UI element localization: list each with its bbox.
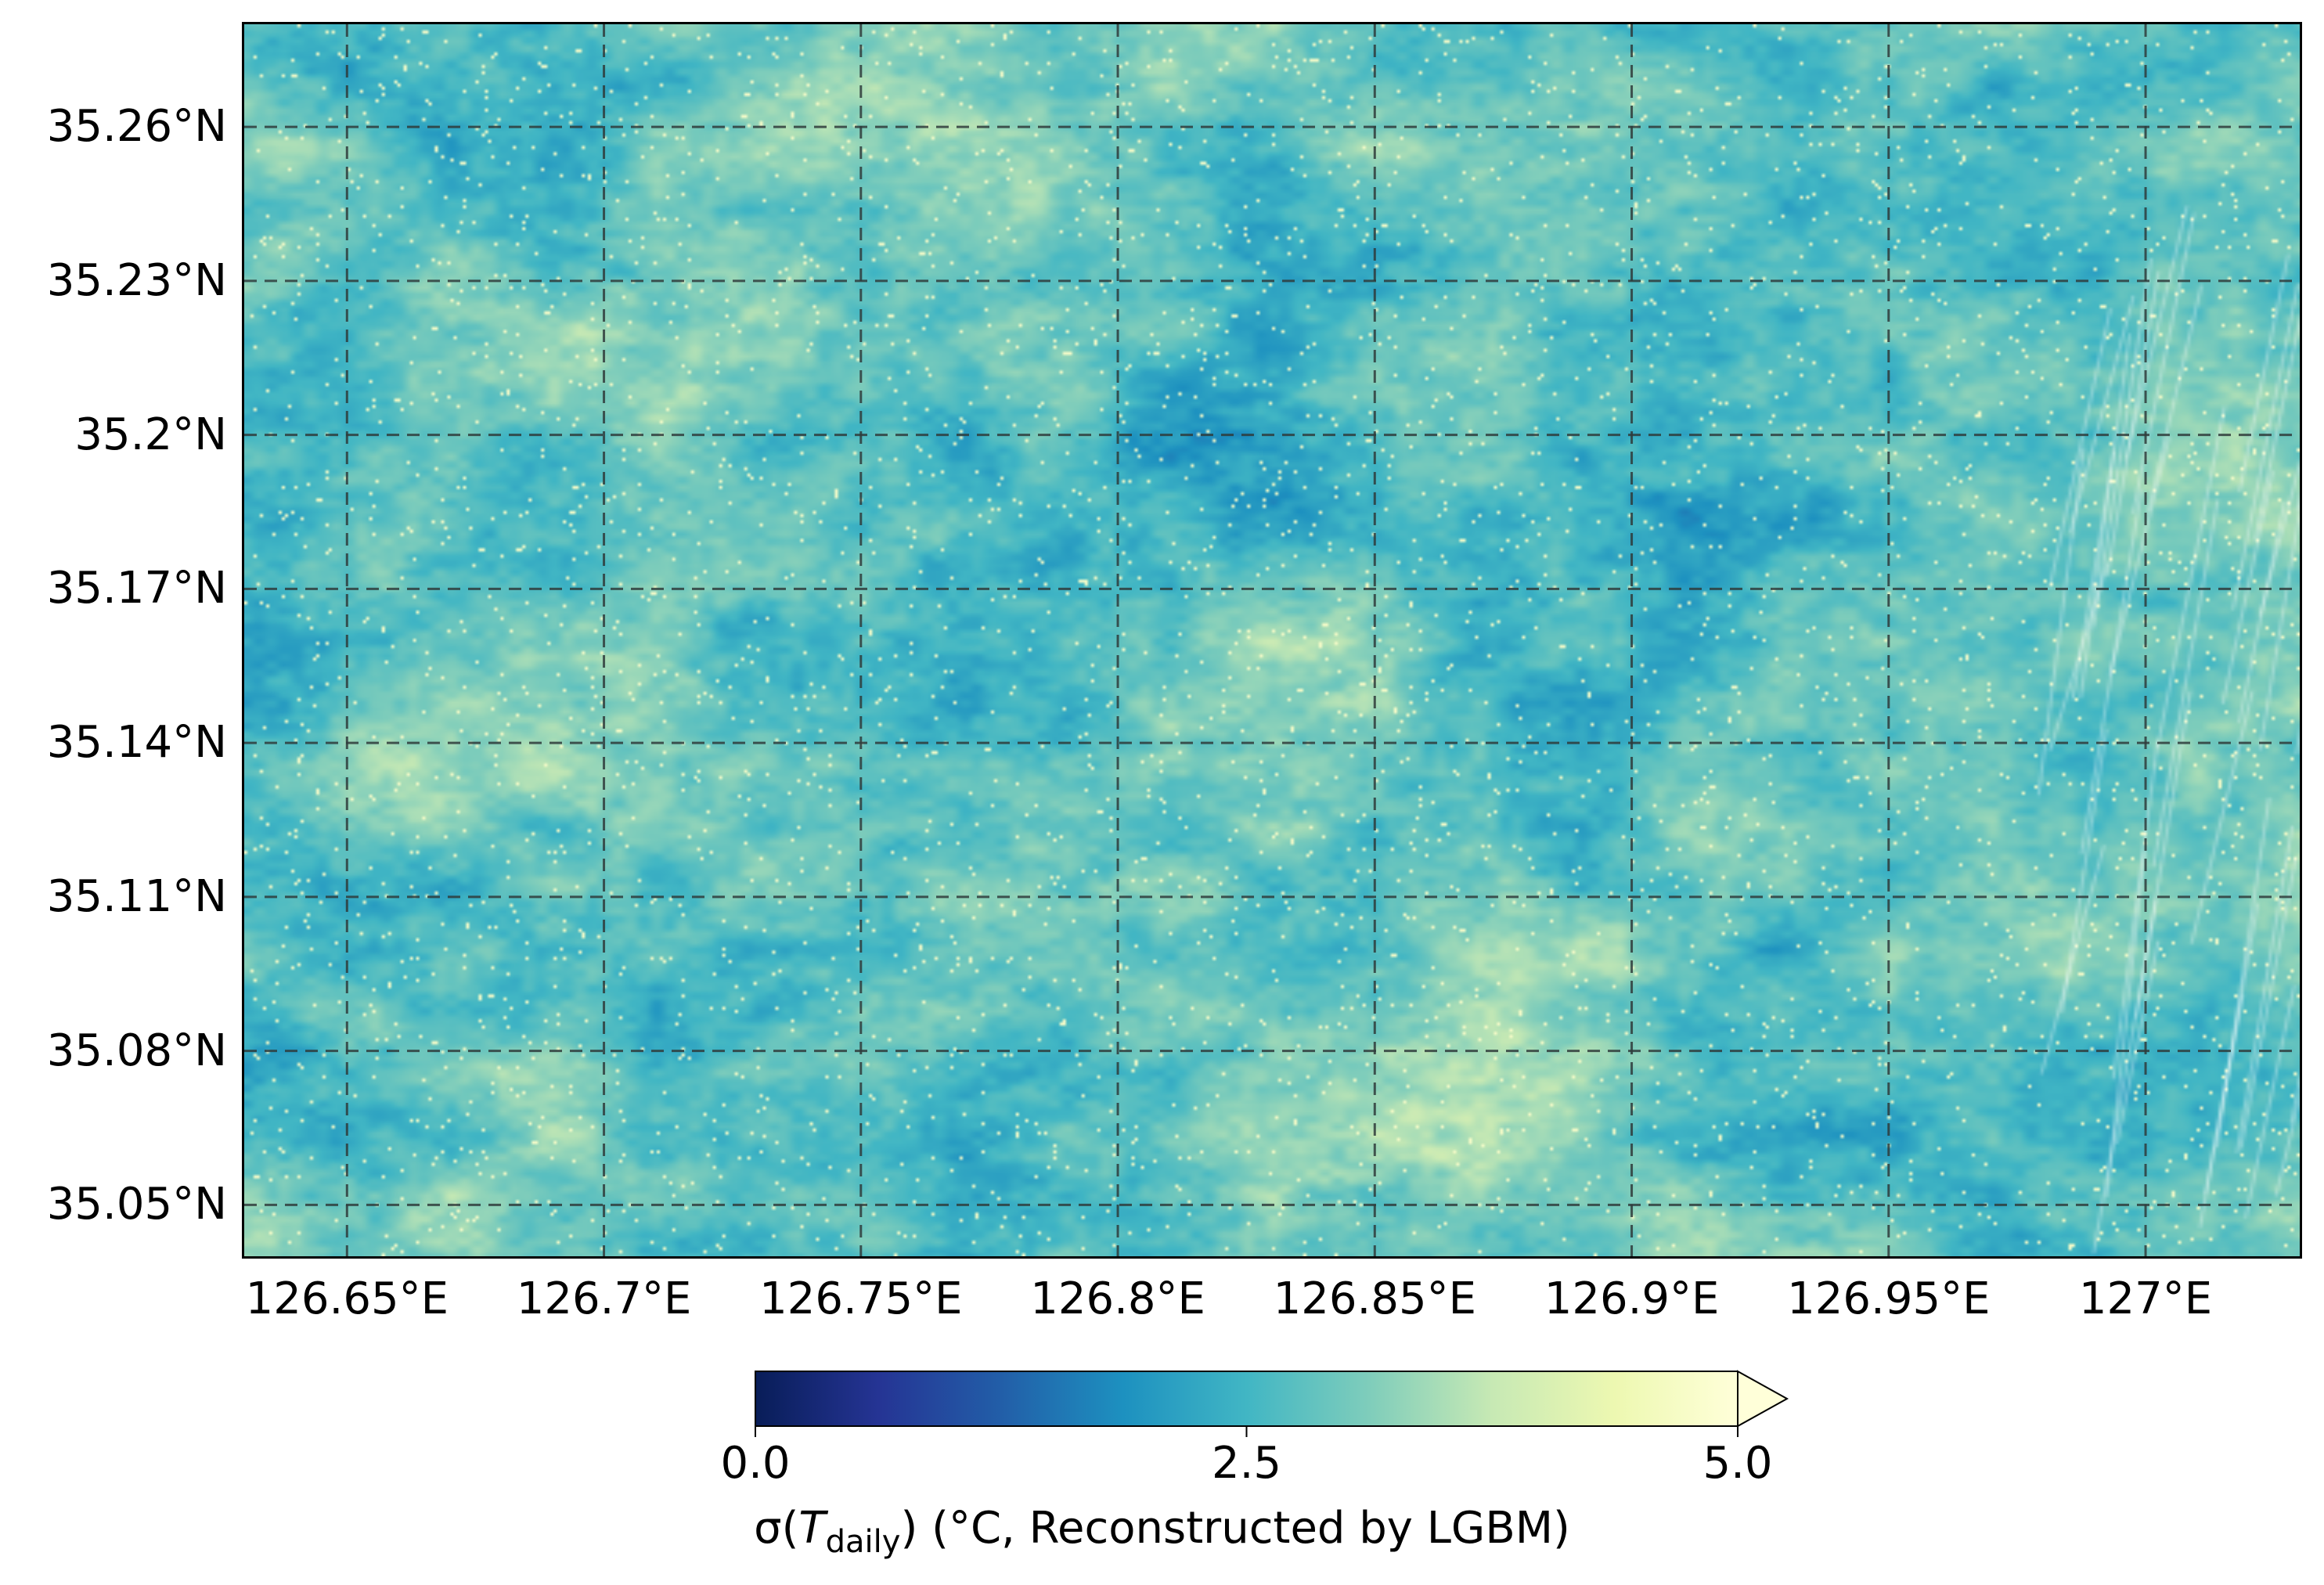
colorbar-extend-arrow bbox=[1737, 1370, 1789, 1428]
graticule bbox=[244, 24, 2300, 1256]
latitude-tick-label: 35.17°N bbox=[46, 563, 227, 614]
colorbar-tick-label: 5.0 bbox=[1702, 1438, 1773, 1489]
latitude-tick-label: 35.05°N bbox=[46, 1179, 227, 1230]
longitude-tick-label: 127°E bbox=[2078, 1273, 2213, 1324]
latitude-tick-label: 35.14°N bbox=[46, 717, 227, 769]
latitude-tick-label: 35.26°N bbox=[46, 101, 227, 153]
longitude-tick-label: 126.8°E bbox=[1030, 1273, 1205, 1324]
longitude-tick-label: 126.75°E bbox=[759, 1273, 963, 1324]
latitude-tick-label: 35.2°N bbox=[74, 409, 227, 460]
latitude-tick-label: 35.11°N bbox=[46, 870, 227, 922]
colorbar-gradient bbox=[755, 1370, 1789, 1437]
colorbar bbox=[755, 1370, 1789, 1437]
longitude-tick-label: 126.9°E bbox=[1544, 1273, 1720, 1324]
longitude-tick-label: 126.7°E bbox=[516, 1273, 692, 1324]
latitude-tick-label: 35.23°N bbox=[46, 254, 227, 306]
colorbar-tick-label: 0.0 bbox=[720, 1438, 791, 1489]
map-frame bbox=[242, 22, 2302, 1259]
latitude-tick-label: 35.08°N bbox=[46, 1025, 227, 1076]
colorbar-label-variable: T bbox=[798, 1503, 826, 1554]
colorbar-label-symbol: σ( bbox=[754, 1503, 799, 1554]
colorbar-label-subscript: daily bbox=[825, 1524, 901, 1561]
colorbar-label: σ(Tdaily) (°C, Reconstructed by LGBM) bbox=[0, 1504, 2324, 1559]
colorbar-tick-label: 2.5 bbox=[1211, 1438, 1282, 1489]
longitude-tick-label: 126.65°E bbox=[245, 1273, 449, 1324]
colorbar-label-rest: ) (°C, Reconstructed by LGBM) bbox=[900, 1503, 1570, 1554]
longitude-tick-label: 126.85°E bbox=[1273, 1273, 1476, 1324]
colorbar-bar bbox=[755, 1371, 1738, 1426]
longitude-tick-label: 126.95°E bbox=[1787, 1273, 1991, 1324]
